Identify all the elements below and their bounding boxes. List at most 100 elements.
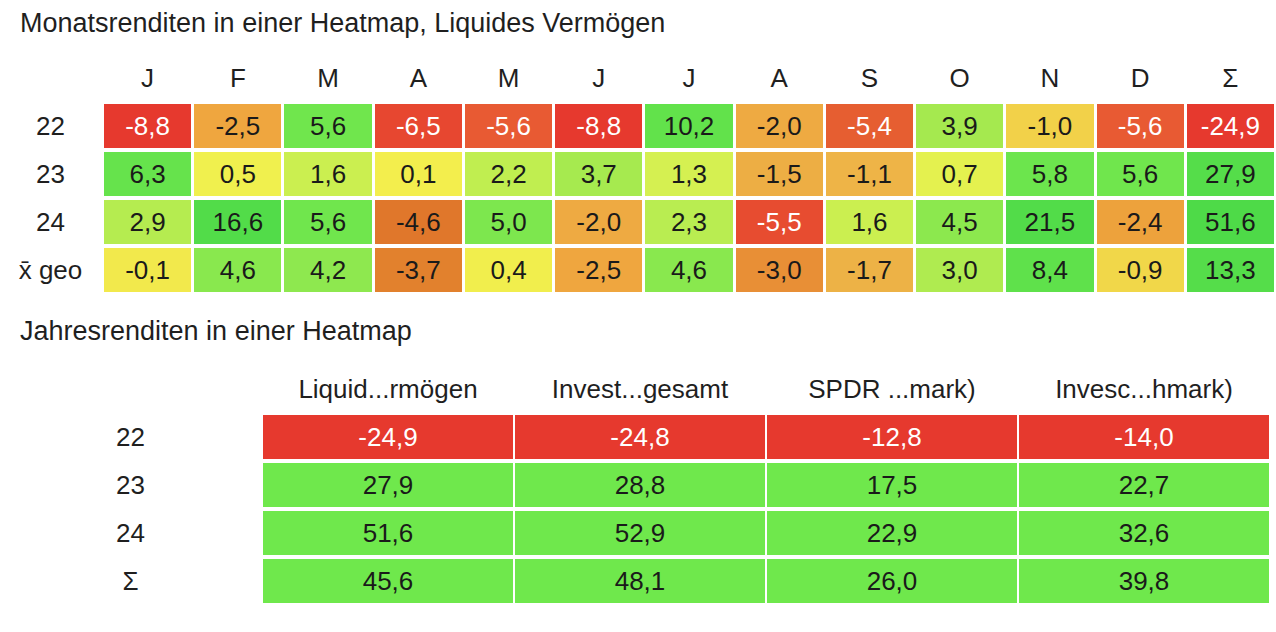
monthly-column-header: J [555, 56, 642, 100]
monthly-heatmap-cell: 5,0 [465, 200, 552, 244]
monthly-heatmap-cell: 8,4 [1006, 248, 1093, 292]
monthly-heatmap-cell: 0,1 [375, 152, 462, 196]
monthly-heatmap-cell: 5,8 [1006, 152, 1093, 196]
monthly-heatmap-cell: 2,3 [645, 200, 732, 244]
monthly-heatmap-cell: 5,6 [284, 200, 371, 244]
monthly-heatmap-cell: 4,5 [916, 200, 1003, 244]
monthly-column-header: D [1097, 56, 1184, 100]
monthly-heatmap-cell: -2,5 [555, 248, 642, 292]
yearly-column-header: Liquid...rmögen [263, 367, 513, 411]
monthly-heatmap-cell: 3,7 [555, 152, 642, 196]
monthly-heatmap-cell: 6,3 [104, 152, 191, 196]
monthly-heatmap-title: Monatsrenditen in einer Heatmap, Liquide… [20, 8, 665, 38]
monthly-heatmap-cell: 3,9 [916, 104, 1003, 148]
monthly-heatmap-grid: JFMAMJJASONDΣ22-8,8-2,55,6-6,5-5,6-8,810… [0, 56, 1274, 292]
monthly-row-label: 24 [0, 200, 101, 244]
monthly-heatmap-cell: 4,6 [645, 248, 732, 292]
yearly-heatmap-cell: 28,8 [515, 463, 765, 507]
monthly-heatmap-cell: 4,2 [284, 248, 371, 292]
monthly-heatmap-cell: -2,0 [555, 200, 642, 244]
monthly-heatmap-cell: -4,6 [375, 200, 462, 244]
monthly-corner-cell [0, 56, 101, 100]
monthly-heatmap-cell: -5,6 [465, 104, 552, 148]
monthly-heatmap-cell: 16,6 [194, 200, 281, 244]
monthly-heatmap-cell: 2,9 [104, 200, 191, 244]
monthly-heatmap-cell: -0,9 [1097, 248, 1184, 292]
monthly-column-header: N [1006, 56, 1093, 100]
monthly-heatmap-cell: -0,1 [104, 248, 191, 292]
monthly-heatmap-cell: 13,3 [1187, 248, 1274, 292]
yearly-heatmap-cell: 26,0 [767, 559, 1017, 603]
yearly-column-header: Invest...gesamt [515, 367, 765, 411]
monthly-heatmap-cell: -5,4 [826, 104, 913, 148]
monthly-heatmap-cell: -1,5 [736, 152, 823, 196]
yearly-heatmap-cell: -24,8 [515, 415, 765, 459]
monthly-heatmap-cell: 27,9 [1187, 152, 1274, 196]
monthly-heatmap-cell: 5,6 [284, 104, 371, 148]
yearly-heatmap-cell: 45,6 [263, 559, 513, 603]
yearly-row-label: 22 [0, 415, 261, 459]
monthly-heatmap-cell: 4,6 [194, 248, 281, 292]
monthly-column-header: M [284, 56, 371, 100]
monthly-heatmap-cell: 0,5 [194, 152, 281, 196]
yearly-row-label: 23 [0, 463, 261, 507]
monthly-heatmap-cell: 10,2 [645, 104, 732, 148]
yearly-column-header: SPDR ...mark) [767, 367, 1017, 411]
monthly-column-header: J [104, 56, 191, 100]
page: { "page": { "background": "#ffffff", "te… [0, 0, 1276, 632]
monthly-heatmap-cell: -2,5 [194, 104, 281, 148]
yearly-heatmap-cell: 51,6 [263, 511, 513, 555]
monthly-heatmap-cell: 1,6 [826, 200, 913, 244]
yearly-heatmap-cell: 48,1 [515, 559, 765, 603]
monthly-heatmap-cell: -2,0 [736, 104, 823, 148]
yearly-heatmap-title: Jahresrenditen in einer Heatmap [20, 316, 412, 346]
monthly-column-header: A [375, 56, 462, 100]
yearly-heatmap-cell: 39,8 [1019, 559, 1269, 603]
yearly-heatmap-cell: -24,9 [263, 415, 513, 459]
monthly-row-label: x̄ geo [0, 248, 101, 292]
yearly-heatmap-cell: 52,9 [515, 511, 765, 555]
monthly-heatmap-cell: 5,6 [1097, 152, 1184, 196]
monthly-column-header: S [826, 56, 913, 100]
yearly-heatmap-cell: -14,0 [1019, 415, 1269, 459]
monthly-row-label: 22 [0, 104, 101, 148]
monthly-heatmap-cell: -8,8 [104, 104, 191, 148]
monthly-heatmap-cell: -2,4 [1097, 200, 1184, 244]
yearly-heatmap-grid: Liquid...rmögenInvest...gesamtSPDR ...ma… [0, 367, 1269, 603]
yearly-heatmap-cell: 22,9 [767, 511, 1017, 555]
monthly-heatmap-cell: -5,6 [1097, 104, 1184, 148]
monthly-heatmap-cell: 3,0 [916, 248, 1003, 292]
yearly-heatmap-cell: -12,8 [767, 415, 1017, 459]
monthly-heatmap-cell: 1,3 [645, 152, 732, 196]
monthly-column-header: Σ [1187, 56, 1274, 100]
monthly-column-header: J [645, 56, 732, 100]
monthly-heatmap-cell: -3,0 [736, 248, 823, 292]
monthly-column-header: O [916, 56, 1003, 100]
yearly-column-header: Invesc...hmark) [1019, 367, 1269, 411]
monthly-column-header: F [194, 56, 281, 100]
yearly-corner-cell [0, 367, 261, 411]
monthly-row-label: 23 [0, 152, 101, 196]
monthly-heatmap-cell: -1,1 [826, 152, 913, 196]
yearly-row-label: Σ [0, 559, 261, 603]
monthly-heatmap-cell: 51,6 [1187, 200, 1274, 244]
monthly-heatmap-cell: -1,7 [826, 248, 913, 292]
monthly-column-header: A [736, 56, 823, 100]
monthly-heatmap-cell: -6,5 [375, 104, 462, 148]
yearly-heatmap-cell: 22,7 [1019, 463, 1269, 507]
monthly-column-header: M [465, 56, 552, 100]
yearly-heatmap-cell: 32,6 [1019, 511, 1269, 555]
yearly-heatmap-cell: 17,5 [767, 463, 1017, 507]
monthly-heatmap-cell: 2,2 [465, 152, 552, 196]
monthly-heatmap-cell: 0,4 [465, 248, 552, 292]
monthly-heatmap-cell: -8,8 [555, 104, 642, 148]
monthly-heatmap-cell: 1,6 [284, 152, 371, 196]
monthly-heatmap-cell: -1,0 [1006, 104, 1093, 148]
monthly-heatmap-cell: 0,7 [916, 152, 1003, 196]
yearly-heatmap-cell: 27,9 [263, 463, 513, 507]
monthly-heatmap-cell: -3,7 [375, 248, 462, 292]
monthly-heatmap-cell: -24,9 [1187, 104, 1274, 148]
monthly-heatmap-cell: -5,5 [736, 200, 823, 244]
yearly-row-label: 24 [0, 511, 261, 555]
monthly-heatmap-cell: 21,5 [1006, 200, 1093, 244]
